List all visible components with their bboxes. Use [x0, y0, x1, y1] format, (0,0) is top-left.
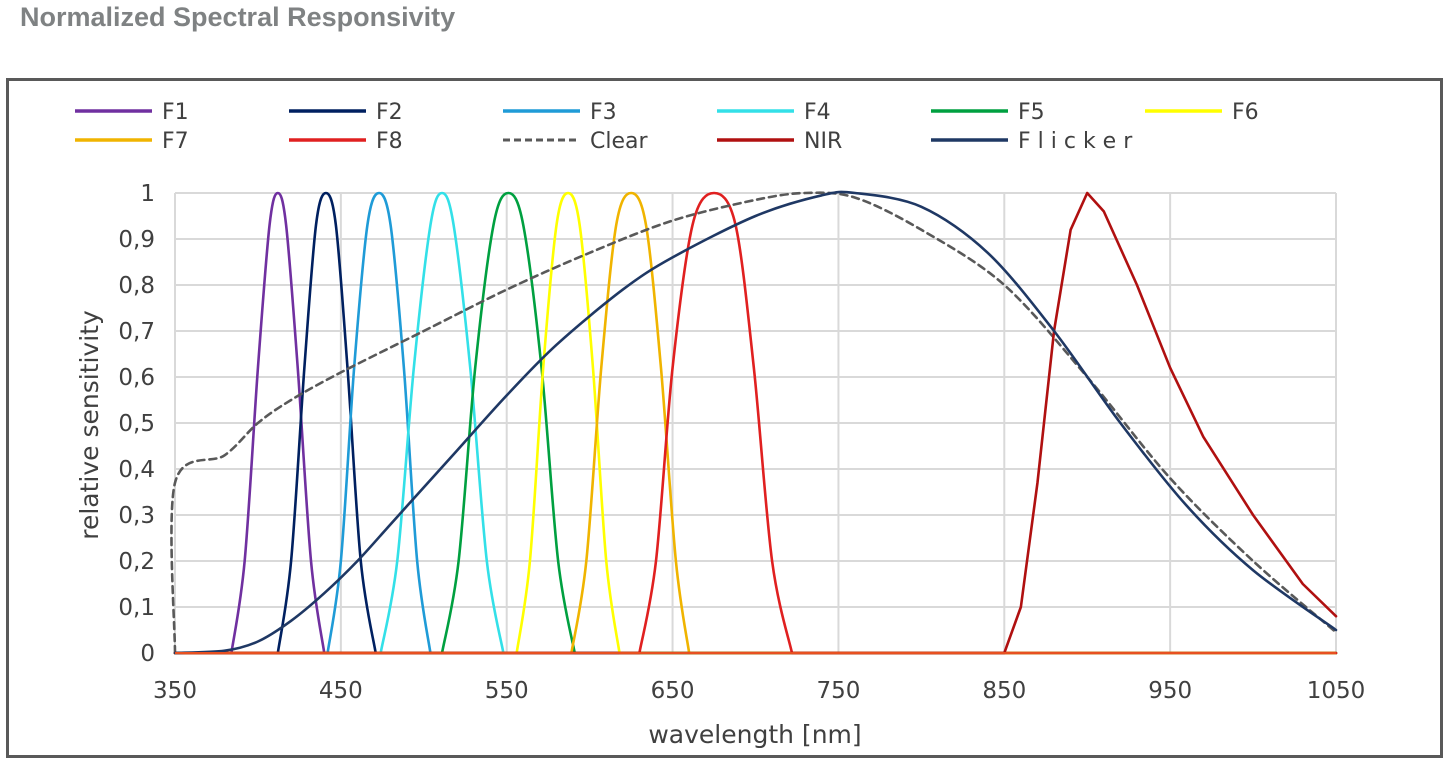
x-tick-label: 750 — [816, 678, 860, 704]
legend-label-3: F4 — [804, 100, 831, 125]
series-lines — [170, 190, 1338, 655]
legend-label-9: NIR — [804, 129, 842, 154]
y-tick-label: 0,5 — [118, 411, 155, 437]
x-axis-label: wavelength [nm] — [648, 720, 861, 749]
y-tick-label: 0,4 — [118, 457, 155, 483]
page-title: Normalized Spectral Responsivity — [20, 2, 456, 32]
y-tick-label: 0,7 — [118, 319, 155, 345]
legend: F1 F2 F3 F4 F5 F6 F7 F8 Clear NIR F l i c k e r — [75, 100, 1259, 154]
legend-label-2: F3 — [590, 100, 617, 125]
x-tick-label: 1050 — [1307, 678, 1366, 704]
series-line-3 — [173, 191, 1338, 655]
y-axis-label: relative sensitivity — [75, 310, 104, 540]
legend-label-1: F2 — [376, 100, 403, 125]
legend-label-4: F5 — [1018, 100, 1045, 125]
series-line-8 — [170, 191, 1338, 655]
y-tick-label: 0,2 — [118, 549, 155, 575]
legend-label-7: F8 — [376, 129, 403, 154]
chart-frame: 0 0,1 0,2 0,3 0,4 0,5 0,6 0,7 0,8 0,9 1 350 450 550 65… — [6, 78, 1443, 758]
legend-label-10: F l i c k e r — [1018, 129, 1133, 154]
series-line-0 — [173, 191, 1338, 655]
y-tick-label: 0,8 — [118, 273, 155, 299]
x-tick-label: 950 — [1148, 678, 1192, 704]
spectral-chart: 0 0,1 0,2 0,3 0,4 0,5 0,6 0,7 0,8 0,9 1 350 450 550 65… — [75, 100, 1365, 749]
series-line-10 — [173, 190, 1338, 655]
y-tick-label: 0,9 — [118, 227, 155, 253]
y-tick-label: 1 — [140, 181, 155, 207]
legend-label-0: F1 — [162, 100, 189, 125]
x-tick-label: 650 — [651, 678, 695, 704]
series-line-4 — [173, 191, 1338, 655]
series-line-5 — [173, 191, 1338, 655]
legend-label-5: F6 — [1232, 100, 1259, 125]
grid — [174, 192, 1337, 654]
y-tick-label: 0,6 — [118, 365, 155, 391]
series-line-1 — [173, 191, 1338, 655]
y-tick-label: 0 — [140, 641, 155, 667]
series-line-7 — [173, 191, 1338, 655]
legend-label-6: F7 — [162, 129, 189, 154]
x-tick-label: 450 — [319, 678, 363, 704]
axes: 0 0,1 0,2 0,3 0,4 0,5 0,6 0,7 0,8 0,9 1 350 450 550 65… — [118, 181, 1365, 704]
series-line-6 — [173, 191, 1338, 655]
legend-label-8: Clear — [590, 129, 648, 154]
x-tick-label: 550 — [485, 678, 529, 704]
series-line-9 — [173, 191, 1338, 655]
x-tick-label: 350 — [153, 678, 197, 704]
y-tick-label: 0,1 — [118, 595, 155, 621]
y-tick-label: 0,3 — [118, 503, 155, 529]
series-line-2 — [173, 191, 1338, 655]
x-tick-label: 850 — [982, 678, 1026, 704]
